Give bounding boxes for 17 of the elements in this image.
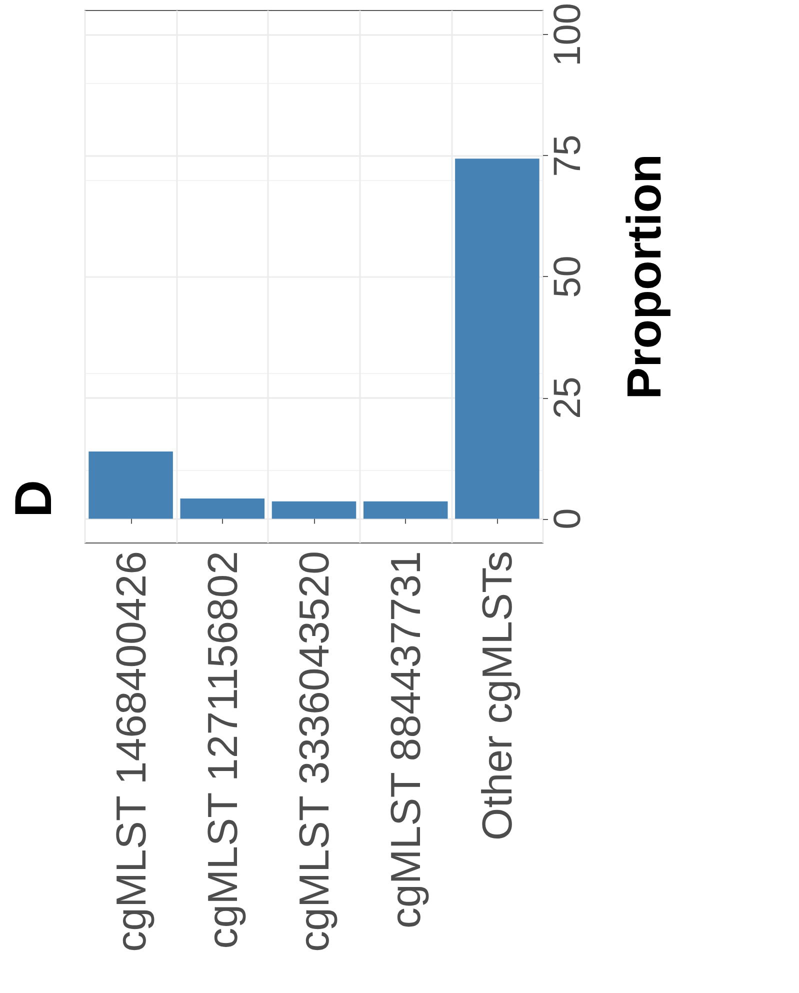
bar [88,452,173,519]
y-tick-label: 75 [547,134,589,177]
x-tick-label: cgMLST 884437731 [382,551,430,929]
y-axis-title: Proportion [618,154,672,400]
y-tick-label: 100 [547,3,589,66]
y-tick-label: 25 [547,376,589,419]
bar [272,501,356,519]
x-tick-label: cgMLST 1468400426 [107,551,154,952]
y-tick-label: 50 [547,256,589,298]
x-tick-label: cgMLST 1271156802 [198,551,246,949]
y-tick-label: 0 [547,508,589,530]
x-tick-label: cgMLST 3336043520 [290,551,338,952]
bar [363,501,448,519]
text: D [5,480,63,518]
x-tick-label: Other cgMLSTs [474,551,521,840]
bar [455,158,540,519]
bar [180,498,265,519]
